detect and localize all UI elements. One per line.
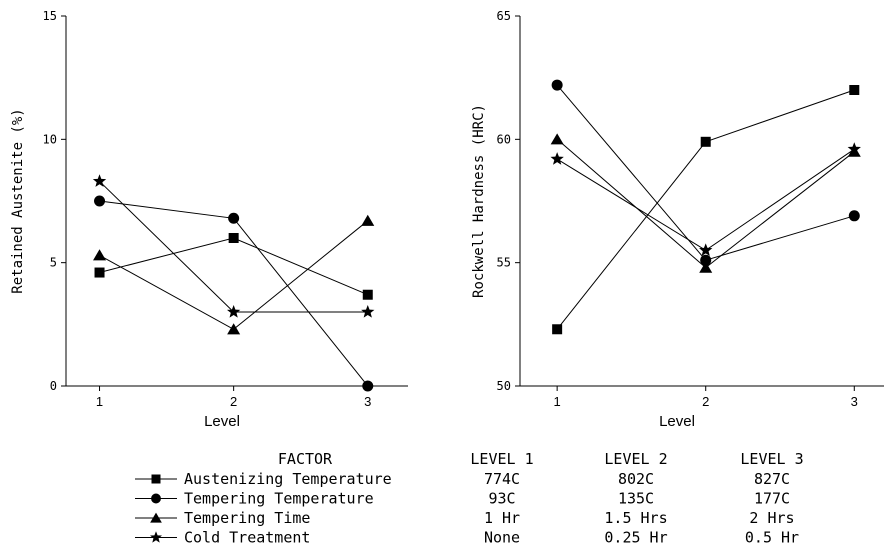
legend-level3-value: 0.5 Hr — [745, 529, 799, 546]
data-point-triangle — [550, 133, 564, 145]
legend-factor-label: Austenizing Temperature — [184, 470, 392, 488]
x-tick-label: 2 — [702, 394, 709, 409]
data-point-square — [362, 289, 373, 300]
legend-level1-value: 93C — [488, 490, 515, 508]
x-tick-label: 3 — [364, 394, 371, 409]
data-point-circle — [228, 212, 240, 224]
y-tick-label: 60 — [497, 132, 511, 146]
y-tick-label: 65 — [497, 9, 511, 23]
y-axis-label: Retained Austenite (%) — [10, 108, 26, 293]
series-line-circle — [99, 200, 369, 387]
legend-marker-triangle — [150, 512, 162, 523]
legend-level1-value: 774C — [484, 470, 520, 488]
legend-rows: Austenizing Temperature 774C 802C 827C Tempe… — [135, 470, 799, 546]
x-tick-label: 2 — [230, 394, 237, 409]
legend-level2-value: 135C — [618, 490, 654, 508]
series-line-square — [556, 89, 855, 330]
series-line-circle — [556, 84, 855, 261]
legend-header-level2: LEVEL 2 — [604, 450, 667, 468]
rockwell-hardness-chart: 50 55 60 65 1 2 3 Level Rockwell Hardness (HRC) — [471, 9, 884, 430]
data-point-star — [92, 174, 107, 187]
data-point-square — [552, 324, 563, 335]
legend-level2-value: 0.25 Hr — [604, 529, 667, 546]
data-point-circle — [551, 79, 563, 91]
y-tick-label: 5 — [50, 256, 57, 270]
legend-level2-value: 802C — [618, 470, 654, 488]
series-line-star — [99, 180, 368, 313]
factor-legend-table: FACTOR LEVEL 1 LEVEL 2 LEVEL 3 Austenizi… — [135, 450, 804, 546]
legend-level1-value: 1 Hr — [484, 509, 520, 527]
data-point-square — [94, 267, 105, 278]
y-tick-label: 50 — [497, 379, 511, 393]
data-point-star — [699, 243, 713, 256]
data-point-circle — [700, 254, 712, 266]
x-tick-label: 1 — [96, 394, 103, 409]
x-tick-label: 3 — [851, 394, 858, 409]
data-point-star — [847, 142, 861, 155]
data-point-square — [849, 85, 860, 95]
data-point-circle — [848, 210, 860, 222]
data-point-circle — [362, 380, 374, 392]
y-tick-label: 15 — [43, 9, 57, 23]
data-point-triangle — [361, 214, 375, 226]
retained-austenite-chart: 0 5 10 15 1 2 3 Level Retained Austenite (%) — [10, 9, 408, 430]
data-point-triangle — [699, 261, 713, 273]
y-tick-label: 0 — [50, 379, 57, 393]
legend-level3-value: 827C — [754, 470, 790, 488]
y-tick-label: 55 — [497, 256, 511, 270]
legend-factor-label: Tempering Time — [184, 509, 310, 527]
data-point-star — [361, 305, 375, 318]
data-point-square — [228, 233, 239, 243]
data-point-star — [226, 305, 241, 318]
legend-header-level3: LEVEL 3 — [740, 450, 803, 468]
data-point-star — [550, 152, 564, 165]
legend-level1-value: None — [484, 529, 520, 546]
data-point-triangle — [93, 249, 107, 261]
x-axis-label: Level — [204, 413, 240, 430]
legend-factor-label: Cold Treatment — [184, 529, 310, 546]
legend-marker-circle — [151, 493, 161, 504]
legend-factor-label: Tempering Temperature — [184, 490, 374, 508]
legend-level3-value: 2 Hrs — [749, 509, 794, 527]
y-tick-label: 10 — [43, 132, 57, 146]
legend-marker-star — [150, 531, 162, 543]
legend-level3-value: 177C — [754, 490, 790, 508]
data-point-circle — [94, 195, 106, 207]
y-axis-label: Rockwell Hardness (HRC) — [471, 104, 487, 298]
legend-level2-value: 1.5 Hrs — [604, 509, 667, 527]
legend-header-factor: FACTOR — [278, 450, 333, 468]
data-point-triangle — [227, 323, 241, 335]
x-tick-label: 1 — [554, 394, 561, 409]
x-axis-label: Level — [659, 413, 695, 430]
series-line-star — [556, 148, 855, 251]
data-point-square — [700, 136, 711, 147]
legend-marker-square — [151, 474, 161, 484]
series-line-square — [99, 237, 368, 296]
legend-header-level1: LEVEL 1 — [470, 450, 533, 468]
